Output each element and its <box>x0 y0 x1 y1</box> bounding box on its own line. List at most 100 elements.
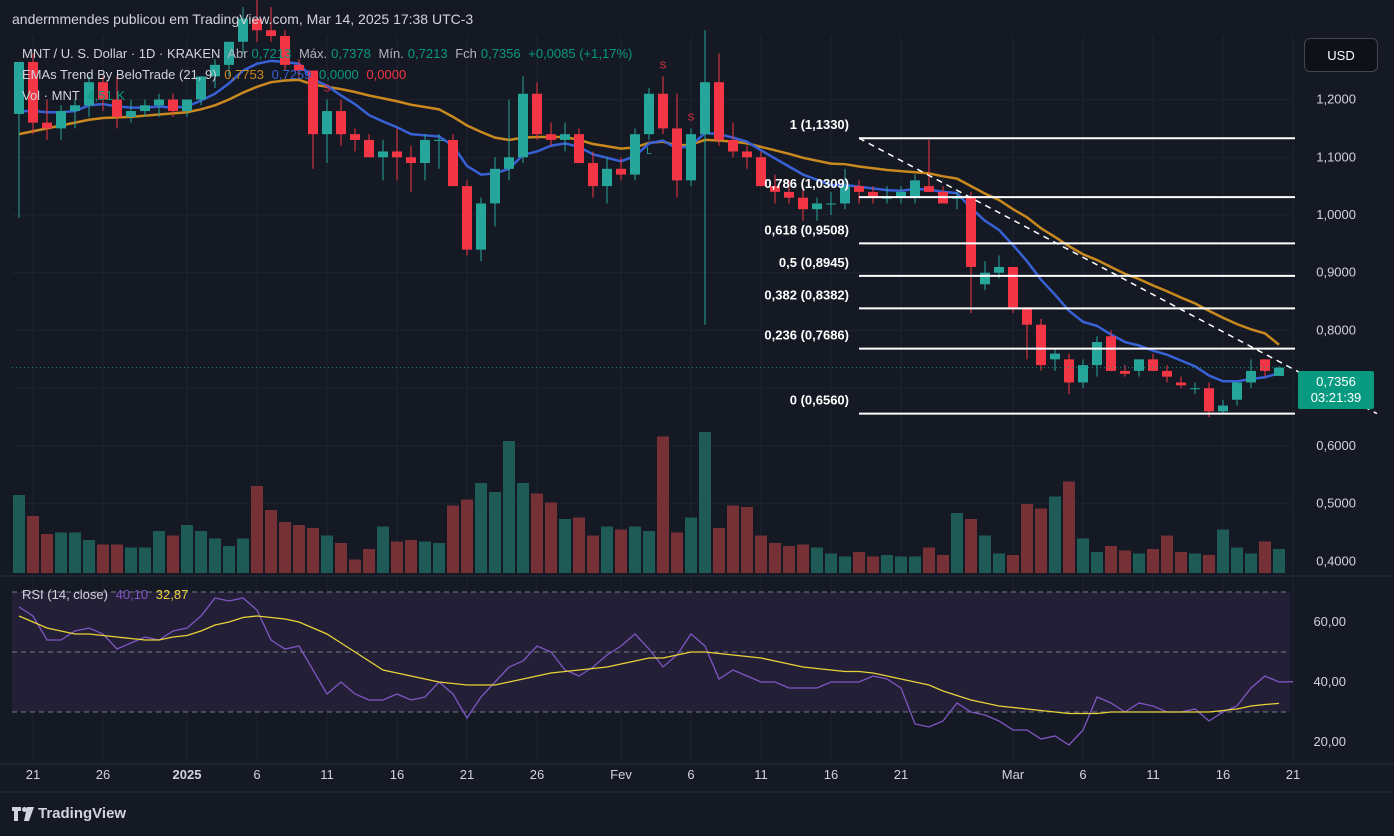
candle-body <box>868 191 878 198</box>
candle-body <box>266 30 276 36</box>
candle-body <box>1204 388 1214 412</box>
candle-body <box>420 139 430 164</box>
volume-bar <box>951 513 963 573</box>
volume-bar <box>447 505 459 573</box>
candle-body <box>168 99 178 112</box>
volume-bar <box>923 547 935 573</box>
rsi-indicator-name[interactable]: RSI (14, close) <box>22 587 108 602</box>
candle-body <box>924 186 934 192</box>
bar-countdown: 03:21:39 <box>1310 390 1362 405</box>
volume-bar <box>839 556 851 573</box>
date-tick-label: 6 <box>687 767 694 782</box>
publisher-line: andermmendes publicou em TradingView.com… <box>12 11 474 27</box>
candle-body <box>532 93 542 135</box>
candle-body <box>686 134 696 181</box>
candle-body <box>518 93 528 158</box>
open-label: Abr <box>227 46 248 61</box>
volume-legend: Vol · MNT 4,51 K <box>22 88 129 103</box>
volume-bar <box>1273 549 1285 573</box>
volume-bar <box>1147 549 1159 573</box>
volume-bar <box>1049 496 1061 573</box>
volume-bar <box>1161 535 1173 573</box>
fib-trendline <box>858 137 1378 415</box>
candle-body <box>630 134 640 175</box>
volume-bar <box>895 556 907 573</box>
candle-body <box>994 266 1004 273</box>
volume-bar <box>265 510 277 573</box>
date-tick-label: 21 <box>1286 767 1300 782</box>
rsi-value: 40,10 <box>115 587 149 602</box>
volume-bar <box>531 493 543 573</box>
candle-body <box>196 76 206 100</box>
candle-body <box>644 93 654 135</box>
change-value: +0,0085 (+1,17%) <box>528 46 633 61</box>
candle-body <box>504 157 514 169</box>
candle-body <box>882 197 892 199</box>
volume-bar <box>433 543 445 573</box>
fib-level-label: 0,236 (0,7686) <box>764 328 849 343</box>
volume-bar <box>195 531 207 573</box>
candle-body <box>826 203 836 205</box>
candle-body <box>1162 370 1172 377</box>
candle-body <box>322 111 332 135</box>
volume-bar <box>321 535 333 573</box>
candle-body <box>126 111 136 117</box>
fib-level-label: 0,786 (1,0309) <box>764 176 849 191</box>
volume-bar <box>643 531 655 573</box>
date-tick-label: Mar <box>1002 767 1025 782</box>
close-value: 0,7356 <box>480 46 521 61</box>
volume-bar <box>797 544 809 573</box>
candle-body <box>798 197 808 210</box>
candle-body <box>182 99 192 112</box>
symbol-name[interactable]: MNT / U. S. Dollar · 1D · KRAKEN <box>22 46 221 61</box>
rsi-tick-label: 40,00 <box>1313 674 1346 689</box>
rsi-ma-value: 32,87 <box>155 587 189 602</box>
volume-bar <box>223 546 235 573</box>
volume-bar <box>1189 553 1201 573</box>
signal-marker: S <box>688 112 695 123</box>
candle-body <box>1274 367 1284 376</box>
rsi-tick-label: 60,00 <box>1313 614 1346 629</box>
footer-brand[interactable]: TradingView <box>12 805 126 822</box>
volume-bar <box>517 483 529 573</box>
volume-bar <box>965 519 977 573</box>
ema-indicator-name[interactable]: EMAs Trend By BeloTrade (21, 9) <box>22 67 217 82</box>
candle-body <box>854 186 864 192</box>
volume-bar <box>881 555 893 573</box>
volume-bar <box>1217 529 1229 573</box>
volume-indicator-name[interactable]: Vol · MNT <box>22 88 80 103</box>
volume-bar <box>153 531 165 573</box>
volume-value: 4,51 K <box>87 88 126 103</box>
ema-fast-line <box>19 59 1280 383</box>
volume-bar <box>979 535 991 573</box>
candle-body <box>434 139 444 141</box>
volume-bar <box>601 526 613 573</box>
volume-bar <box>1245 553 1257 573</box>
candle-body <box>140 105 150 112</box>
volume-bar <box>685 517 697 573</box>
symbol-legend: MNT / U. S. Dollar · 1D · KRAKEN Abr 0,72… <box>22 46 636 61</box>
candle-body <box>574 134 584 164</box>
candle-body <box>1092 342 1102 366</box>
candle-body <box>210 64 220 77</box>
date-tick-label: Fev <box>610 767 632 782</box>
volume-bar <box>41 534 53 573</box>
currency-button[interactable]: USD <box>1304 38 1378 72</box>
candle-body <box>1008 266 1018 308</box>
volume-bar <box>97 544 109 573</box>
candle-body <box>784 191 794 198</box>
volume-bar <box>503 441 515 573</box>
volume-bar <box>209 538 221 573</box>
candle-body <box>1022 307 1032 325</box>
low-value: 0,7213 <box>407 46 448 61</box>
volume-bar <box>489 492 501 573</box>
candle-body <box>252 18 262 31</box>
fib-level-label: 1 (1,1330) <box>790 117 849 132</box>
candle-body <box>462 186 472 250</box>
candle-body <box>658 93 668 129</box>
rsi-tick-label: 20,00 <box>1313 734 1346 749</box>
candle-body <box>490 168 500 204</box>
price-tick-label: 1,1000 <box>1316 149 1356 164</box>
signal-marker: L <box>646 146 652 157</box>
